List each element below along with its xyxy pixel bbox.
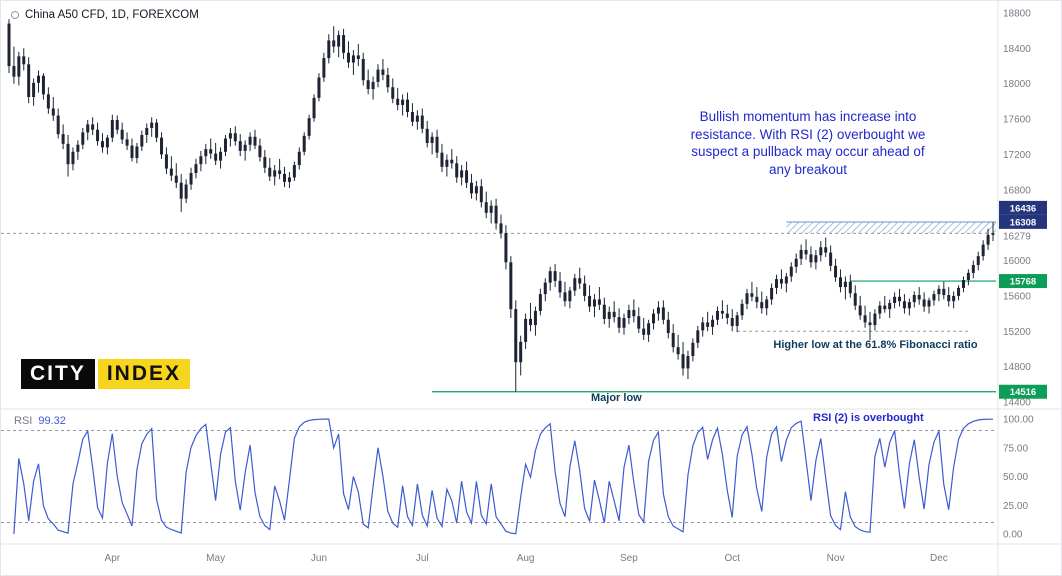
svg-text:16436: 16436 [1010, 203, 1036, 214]
candlestick-series [7, 19, 995, 392]
svg-text:May: May [206, 553, 225, 564]
svg-text:14400: 14400 [1003, 398, 1031, 409]
svg-text:16308: 16308 [1010, 217, 1036, 228]
svg-text:15600: 15600 [1003, 291, 1031, 302]
price-badge-16308: 16308 [999, 214, 1047, 229]
instrument-icon [11, 11, 19, 19]
svg-text:100.00: 100.00 [1003, 415, 1034, 426]
rsi-pane: 100.00 75.00 50.00 25.00 0.00 [1, 415, 1034, 541]
svg-text:17200: 17200 [1003, 150, 1031, 161]
time-axis[interactable]: Apr May Jun Jul Aug Sep Oct Nov Dec [105, 553, 948, 564]
price-badge-14516: 14516 [999, 384, 1047, 399]
svg-text:Aug: Aug [517, 553, 535, 564]
svg-text:14800: 14800 [1003, 362, 1031, 373]
price-axis[interactable]: 18800 18400 18000 17600 17200 16800 16000 15600… [999, 9, 1047, 409]
level-lines [1, 232, 996, 393]
svg-text:15200: 15200 [1003, 327, 1031, 338]
svg-text:Apr: Apr [105, 553, 121, 564]
svg-text:50.00: 50.00 [1003, 472, 1028, 483]
svg-text:25.00: 25.00 [1003, 501, 1028, 512]
rsi-line [13, 418, 993, 535]
svg-text:15768: 15768 [1010, 277, 1036, 288]
chart-title: China A50 CFD, 1D, FOREXCOM [25, 9, 199, 21]
svg-text:75.00: 75.00 [1003, 443, 1028, 454]
svg-text:Oct: Oct [724, 553, 740, 564]
resistance-zone [786, 221, 996, 234]
rsi-indicator-label[interactable]: RSI 99.32 [14, 415, 66, 427]
annotation-line: any breakout [768, 161, 848, 177]
chart-title-row[interactable]: China A50 CFD, 1D, FOREXCOM [11, 9, 199, 21]
svg-text:Sep: Sep [620, 553, 638, 564]
rsi-name: RSI [14, 415, 33, 427]
city-index-logo: CITY INDEX [21, 359, 191, 389]
annotation-major-low: Major low [591, 392, 642, 404]
logo-city-text: CITY [21, 359, 95, 389]
annotation-rsi-overbought: RSI (2) is overbought [813, 412, 924, 424]
svg-text:14516: 14516 [1010, 387, 1036, 398]
svg-text:16000: 16000 [1003, 256, 1031, 267]
svg-text:18000: 18000 [1003, 79, 1031, 90]
annotation-bullish: Bullish momentum has increase into resis… [653, 108, 963, 178]
svg-text:17600: 17600 [1003, 115, 1031, 126]
svg-text:Dec: Dec [930, 553, 948, 564]
annotation-higher-low: Higher low at the 61.8% Fibonacci ratio [773, 339, 978, 351]
logo-index-text: INDEX [97, 359, 191, 389]
price-label-16279: 16279 [1003, 231, 1031, 242]
svg-text:0.00: 0.00 [1003, 530, 1023, 541]
annotation-line: resistance. With RSI (2) overbought we [690, 126, 926, 142]
svg-text:18800: 18800 [1003, 9, 1031, 20]
annotation-line: suspect a pullback may occur ahead of [691, 144, 925, 159]
svg-text:Jun: Jun [311, 553, 327, 564]
annotation-line: Bullish momentum has increase into [699, 109, 917, 124]
svg-text:16800: 16800 [1003, 185, 1031, 196]
rsi-value: 99.32 [38, 415, 66, 427]
svg-text:Jul: Jul [416, 553, 429, 564]
svg-text:18400: 18400 [1003, 44, 1031, 55]
svg-text:Nov: Nov [827, 553, 845, 564]
price-badge-16436: 16436 [999, 200, 1047, 215]
price-badge-15768: 15768 [999, 274, 1047, 289]
